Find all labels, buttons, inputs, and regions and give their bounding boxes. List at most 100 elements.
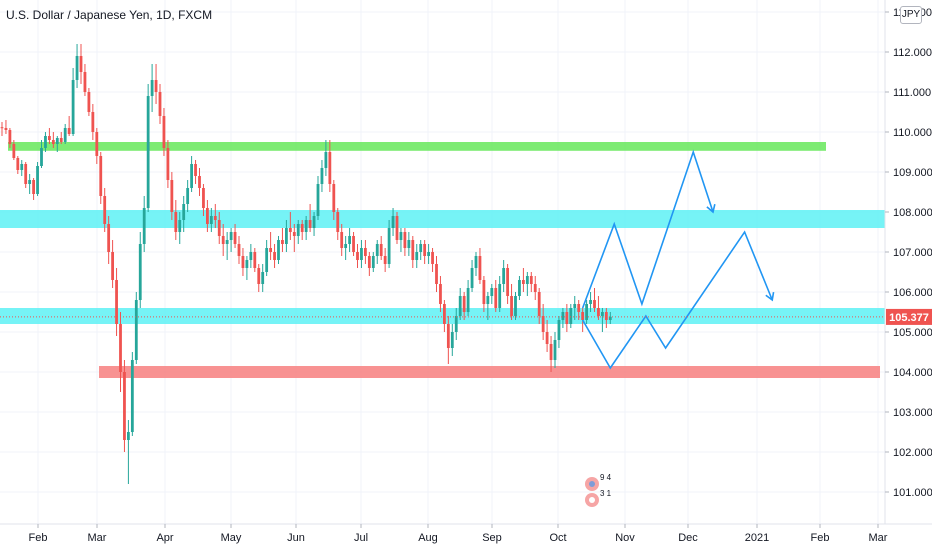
price-tick-label: 111.000 (893, 87, 931, 99)
candle-body (494, 288, 498, 308)
candle-body (604, 312, 608, 320)
candle-body (439, 284, 442, 304)
candle-body (458, 296, 462, 316)
time-tick-label: Oct (549, 532, 566, 544)
candle-body (292, 232, 296, 236)
projection-lines (581, 149, 775, 370)
candle-body (490, 288, 494, 296)
price-axis: 101.000 102.000 103.000 104.000 105.000 106.0… (884, 0, 932, 524)
candle-body (320, 168, 324, 184)
projection-path (581, 149, 714, 309)
candle-body (103, 196, 107, 224)
candle-body (407, 240, 411, 248)
candle-body (557, 320, 561, 340)
candle-body (352, 236, 355, 252)
currency-badge[interactable]: JPY (900, 6, 922, 24)
time-tick-label: Jun (287, 532, 305, 544)
candle-body (75, 56, 79, 80)
candle-body (585, 304, 588, 320)
candle-body (518, 280, 521, 296)
time-tick-label: Apr (156, 532, 173, 544)
candle-body (399, 232, 403, 240)
candle-body (383, 256, 387, 264)
watermark-text-bottom: 3 1 (600, 489, 612, 498)
candle-body (4, 128, 8, 130)
zone-red (99, 366, 880, 378)
candle-body (55, 138, 59, 144)
candle-body (170, 180, 174, 212)
price-tick-label: 103.000 (893, 407, 932, 419)
candle-body (277, 240, 280, 260)
chart-title: U.S. Dollar / Japanese Yen, 1D, FXCM (6, 8, 213, 22)
candle-body (134, 300, 138, 360)
candle-body (16, 158, 20, 170)
candle-body (174, 212, 178, 232)
candle-body (206, 208, 209, 224)
candle-body (601, 312, 604, 316)
candle-body (364, 248, 367, 256)
price-tick-label: 106.000 (893, 287, 932, 299)
candle-body (20, 164, 24, 170)
candle-body (462, 296, 466, 312)
candle-body (178, 220, 182, 232)
candle-body (138, 244, 142, 300)
candle-body (182, 204, 186, 220)
time-tick-label: Dec (678, 532, 698, 544)
candle-body (225, 240, 229, 244)
candle-body (348, 236, 351, 244)
candle-body (443, 304, 446, 324)
candle-body (142, 208, 146, 244)
watermark-dot-bottom (589, 497, 595, 503)
candle-body (478, 256, 482, 280)
candle-body (340, 232, 344, 248)
candle-body (162, 116, 166, 148)
candle-body (249, 252, 253, 260)
watermark-dot-top (589, 481, 595, 487)
time-tick-label: Mar (869, 532, 888, 544)
price-tick-label: 110.000 (893, 127, 932, 139)
zone-green (8, 142, 826, 151)
candle-body (466, 288, 470, 312)
watermark-text-top: 9 4 (600, 473, 612, 482)
candle-body (486, 296, 490, 304)
candle-body (71, 80, 75, 134)
candle-body (589, 300, 592, 304)
candle-body (502, 268, 506, 284)
candle-body (435, 264, 438, 284)
candle-body (569, 308, 573, 324)
candle-body (281, 240, 284, 244)
candle-body (229, 232, 233, 240)
candle-body (107, 224, 111, 252)
candle-body (28, 180, 32, 184)
candle-body (265, 248, 269, 272)
time-tick-label: 2021 (745, 532, 769, 544)
price-tick-label: 108.000 (893, 207, 932, 219)
candle-body (51, 140, 55, 144)
time-tick-label: Feb (811, 532, 830, 544)
grid-lines (0, 0, 885, 524)
candle-body (522, 280, 525, 284)
time-tick-label: Sep (482, 532, 502, 544)
candle-body (233, 232, 237, 244)
candle-body (127, 432, 130, 440)
candle-body (510, 296, 513, 316)
candle-body (581, 312, 585, 320)
candle-body (328, 152, 332, 184)
candle-body (150, 80, 154, 96)
candle-body (269, 248, 272, 252)
candle-body (67, 128, 71, 134)
candle-body (411, 240, 415, 260)
candle-body (186, 188, 190, 204)
candle-body (158, 92, 162, 116)
candle-body (288, 228, 292, 232)
candle-body (360, 248, 363, 260)
candle-body (241, 256, 245, 268)
time-tick-label: Feb (29, 532, 48, 544)
candle-body (454, 316, 458, 332)
candle-body (261, 272, 265, 284)
candle-body (237, 244, 241, 256)
candle-body (391, 216, 395, 228)
candle-body (209, 216, 213, 224)
